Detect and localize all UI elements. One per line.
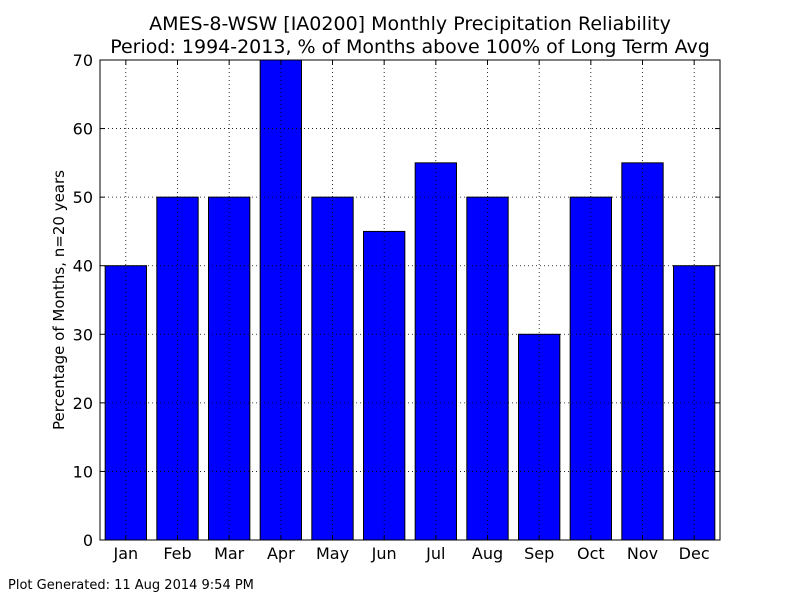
- y-tick-label: 60: [73, 120, 93, 139]
- x-tick-label: Feb: [163, 544, 191, 563]
- chart-subtitle: Period: 1994-2013, % of Months above 100…: [110, 36, 710, 58]
- y-tick-label: 30: [73, 325, 93, 344]
- bar-nov: [621, 162, 664, 541]
- y-tick-label: 40: [73, 257, 93, 276]
- y-tick-label: 20: [73, 394, 93, 413]
- x-tick-label: Dec: [679, 544, 710, 563]
- y-axis-label: Percentage of Months, n=20 years: [50, 170, 68, 430]
- x-tick-label: Aug: [472, 544, 503, 563]
- bar-jul: [414, 162, 457, 541]
- chart-title: AMES-8-WSW [IA0200] Monthly Precipitatio…: [149, 13, 671, 35]
- y-tick-label: 0: [83, 531, 93, 550]
- x-tick-label: Nov: [627, 544, 658, 563]
- y-tick-label: 50: [73, 188, 93, 207]
- plot-frame: [99, 59, 721, 541]
- x-tick-label: Jul: [425, 544, 445, 563]
- x-tick-label: May: [316, 544, 349, 563]
- y-tick-label: 70: [73, 51, 93, 70]
- bar-sep: [518, 333, 561, 541]
- x-tick-label: Sep: [524, 544, 554, 563]
- x-tick-label: Oct: [577, 544, 605, 563]
- x-tick-label: Jan: [112, 544, 138, 563]
- x-tick-label: Apr: [267, 544, 295, 563]
- x-tick-label: Mar: [214, 544, 245, 563]
- plot-generated-text: Plot Generated: 11 Aug 2014 9:54 PM: [8, 578, 254, 593]
- y-tick-label: 10: [73, 462, 93, 481]
- bar-jun: [363, 230, 406, 541]
- x-tick-label: Jun: [371, 544, 397, 563]
